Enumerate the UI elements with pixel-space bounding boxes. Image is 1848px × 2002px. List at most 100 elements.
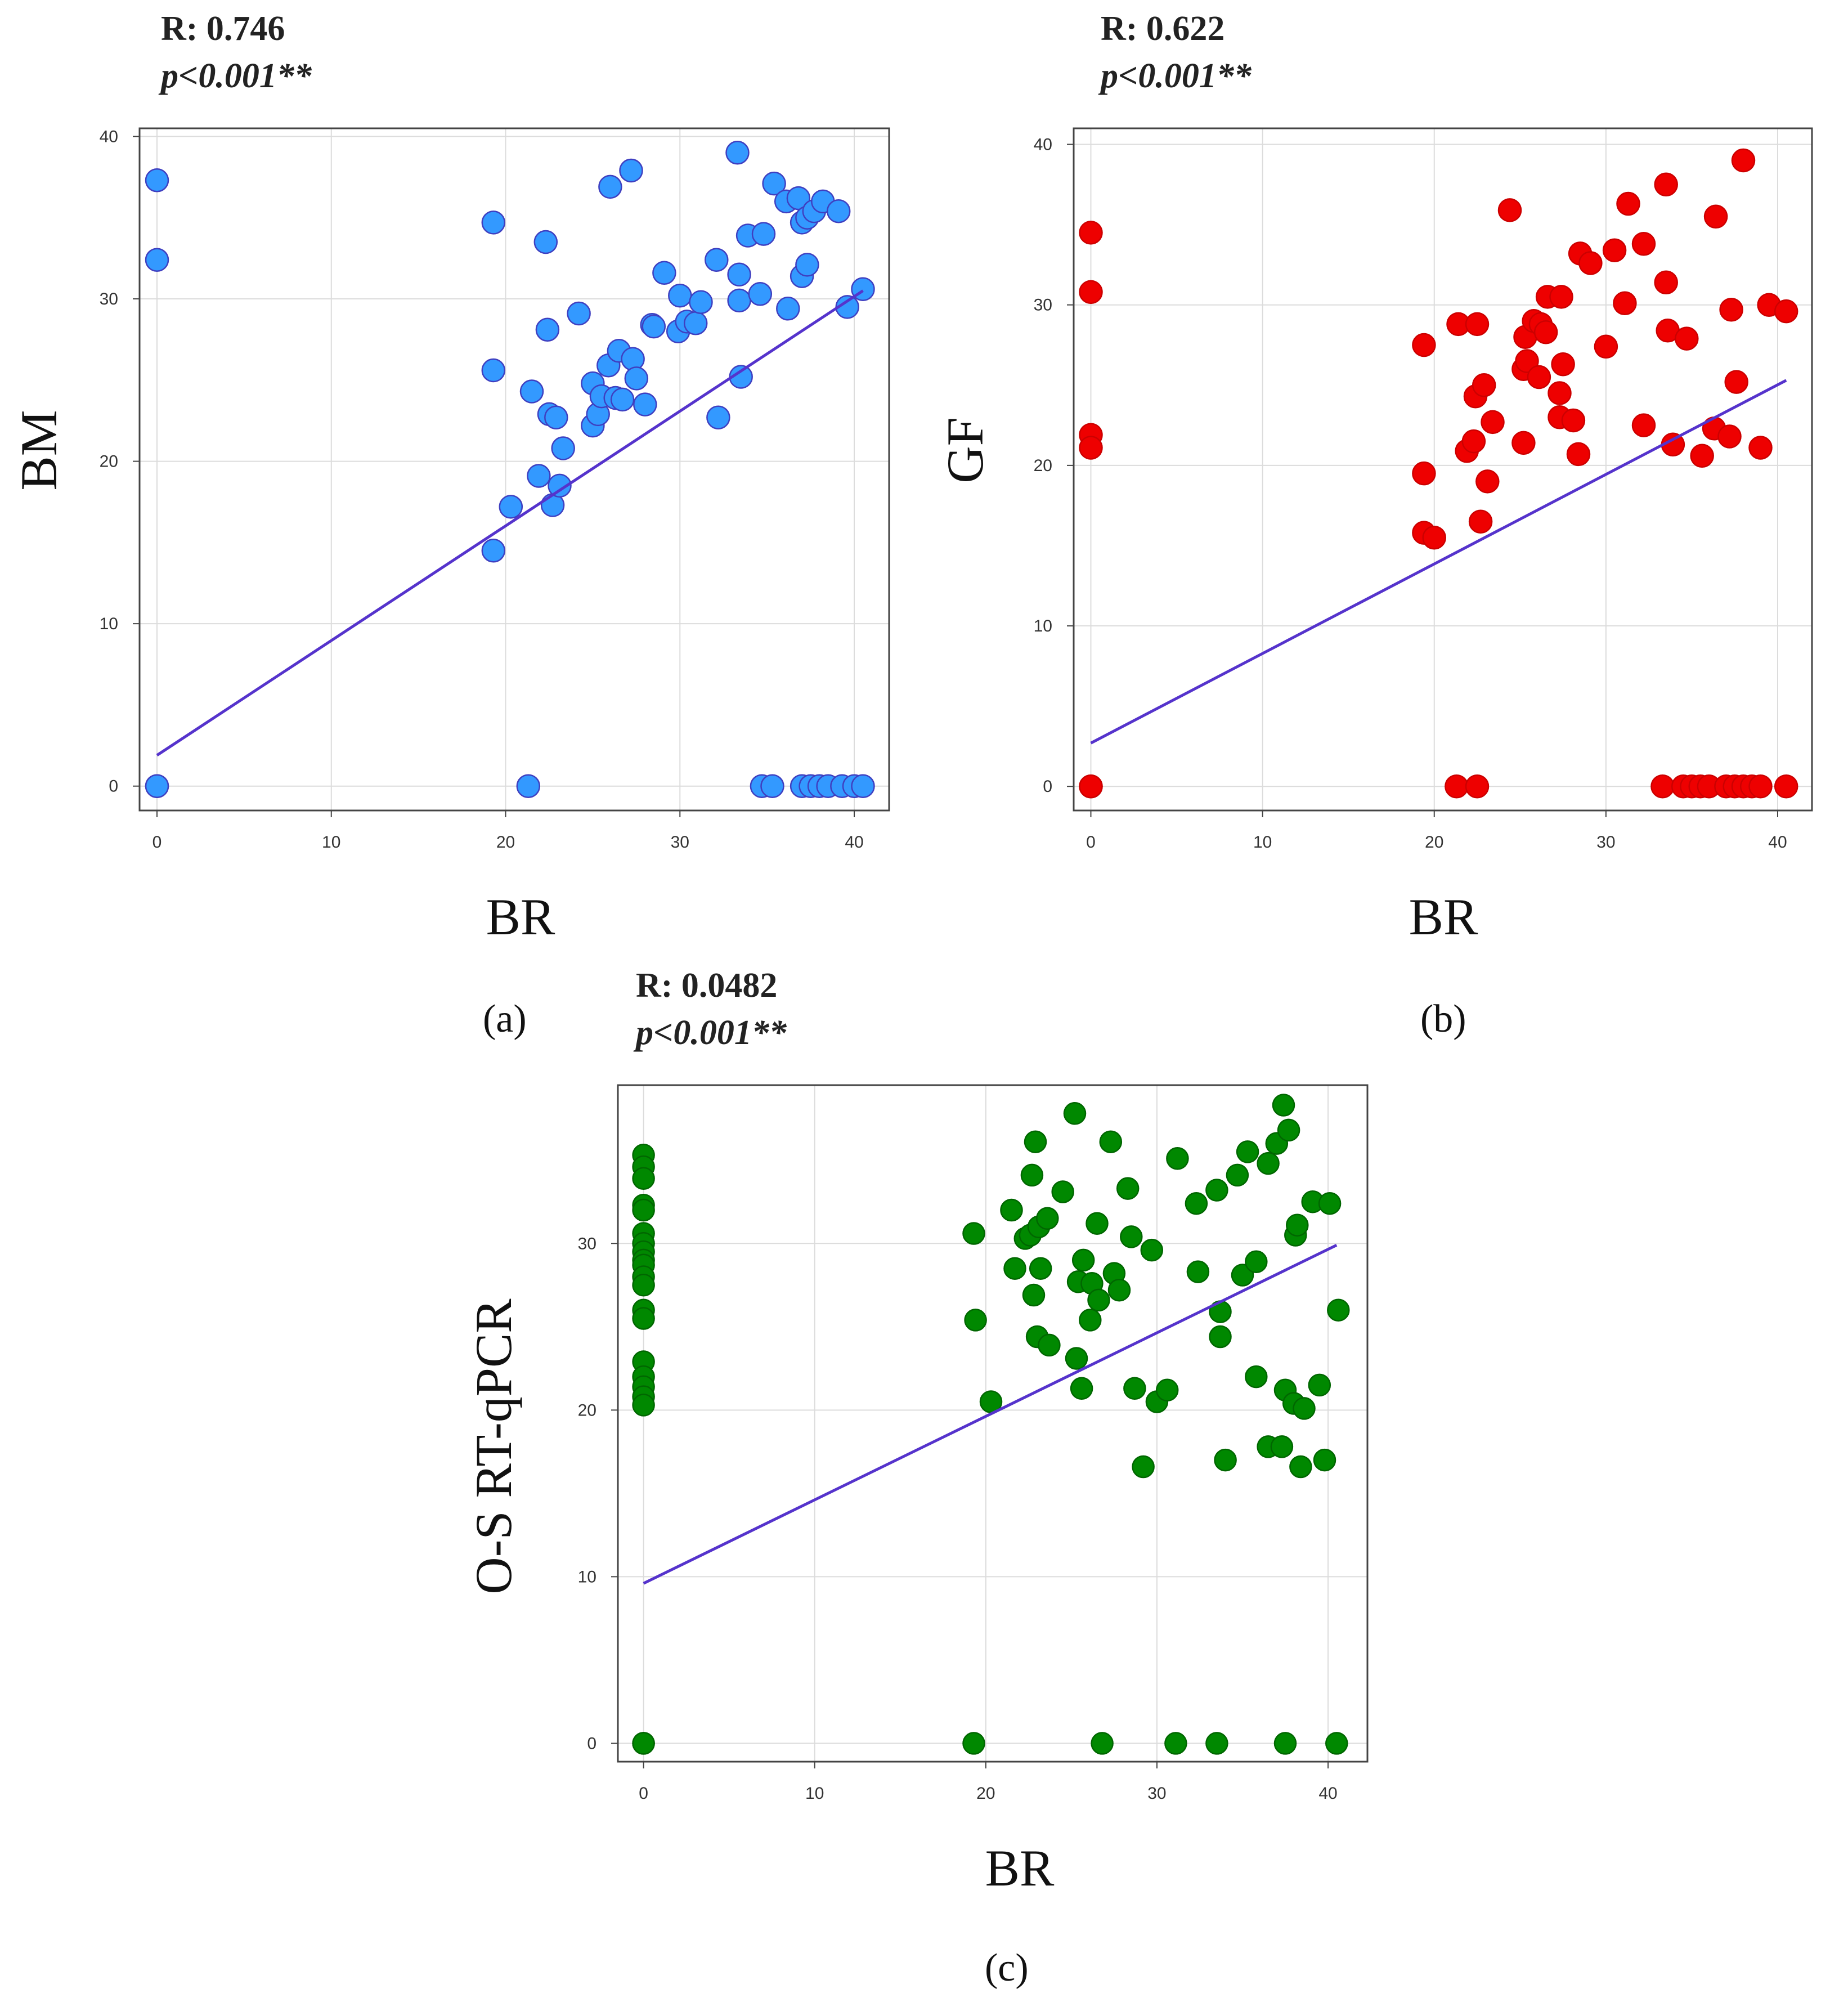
data-point bbox=[1481, 410, 1505, 435]
data-points bbox=[632, 1094, 1350, 1755]
stat-p-b: p<0.001** bbox=[1101, 57, 1252, 95]
data-point bbox=[535, 317, 560, 342]
regression-line bbox=[156, 289, 864, 756]
data-point bbox=[1270, 1435, 1294, 1458]
x-tick-label: 40 bbox=[1768, 833, 1787, 852]
data-point bbox=[1654, 270, 1678, 295]
data-point bbox=[1578, 251, 1603, 275]
data-point bbox=[1412, 461, 1436, 486]
data-point bbox=[632, 1307, 655, 1330]
plot-area bbox=[1074, 128, 1812, 810]
data-point bbox=[1226, 1163, 1249, 1187]
y-tick-label: 0 bbox=[587, 1734, 596, 1753]
panel-b: R: 0.622 p<0.001** 0 10 20 30 40 0 10 20 30 40 BR G… bbox=[923, 0, 1848, 1058]
data-point bbox=[964, 1309, 987, 1332]
data-point bbox=[1272, 1094, 1295, 1117]
data-point bbox=[1257, 1152, 1280, 1175]
data-point bbox=[567, 301, 591, 326]
data-point bbox=[1024, 1130, 1047, 1153]
y-tick-label: 30 bbox=[100, 290, 118, 308]
x-tick-label: 10 bbox=[1253, 833, 1272, 852]
stat-r-a: R: 0.746 bbox=[161, 10, 285, 48]
data-point bbox=[1185, 1192, 1208, 1215]
data-point bbox=[751, 222, 776, 246]
data-point bbox=[633, 392, 657, 416]
data-point bbox=[1079, 280, 1103, 304]
plot-area bbox=[618, 1085, 1367, 1762]
data-point bbox=[1079, 221, 1103, 245]
data-point bbox=[1654, 172, 1678, 197]
data-point bbox=[145, 248, 169, 272]
data-point bbox=[1164, 1732, 1187, 1755]
data-point bbox=[1277, 1118, 1300, 1142]
data-point bbox=[1051, 1180, 1074, 1203]
data-point bbox=[1123, 1377, 1146, 1400]
data-point bbox=[610, 387, 635, 412]
x-tick-label: 20 bbox=[1425, 833, 1443, 852]
data-point bbox=[1511, 431, 1536, 455]
y-tick-label: 20 bbox=[1034, 456, 1052, 475]
y-axis-label: GF bbox=[936, 417, 994, 483]
data-point bbox=[1166, 1147, 1189, 1170]
x-tick-label: 0 bbox=[639, 1784, 648, 1803]
data-point bbox=[1140, 1238, 1164, 1262]
data-point bbox=[1245, 1250, 1268, 1274]
data-point bbox=[1717, 424, 1742, 449]
y-tick-label: 0 bbox=[109, 777, 118, 796]
y-axis-label: O-S RT-qPCR bbox=[465, 1298, 522, 1595]
data-point bbox=[1497, 198, 1522, 222]
data-point bbox=[1527, 365, 1551, 389]
data-point bbox=[1308, 1373, 1331, 1397]
x-axis-label: BR bbox=[1409, 888, 1478, 946]
data-point bbox=[481, 539, 506, 563]
x-tick-label: 10 bbox=[805, 1784, 824, 1803]
data-point bbox=[1602, 238, 1627, 262]
data-point bbox=[1548, 381, 1572, 405]
data-point bbox=[795, 253, 819, 277]
data-point bbox=[632, 1198, 655, 1222]
data-point bbox=[725, 141, 750, 165]
data-point bbox=[621, 347, 645, 371]
data-point bbox=[962, 1732, 985, 1755]
data-point bbox=[1245, 1365, 1268, 1389]
data-point bbox=[1286, 1213, 1309, 1237]
panel-label-b: (b) bbox=[1420, 997, 1466, 1041]
data-point bbox=[1231, 1264, 1254, 1287]
data-point bbox=[642, 314, 666, 339]
data-point bbox=[1070, 1377, 1093, 1400]
data-point bbox=[544, 405, 568, 429]
x-axis-label: BR bbox=[985, 1839, 1055, 1897]
stat-p-c: p<0.001** bbox=[636, 1014, 787, 1052]
plot-frame bbox=[1073, 127, 1813, 812]
data-point bbox=[1205, 1732, 1228, 1755]
data-point bbox=[624, 366, 649, 391]
y-tick-label: 10 bbox=[1034, 617, 1052, 635]
data-point bbox=[551, 436, 575, 460]
data-point bbox=[527, 464, 551, 488]
plot-frame bbox=[617, 1084, 1369, 1763]
stat-r-b: R: 0.622 bbox=[1101, 10, 1225, 48]
data-point bbox=[1616, 191, 1640, 216]
data-point bbox=[632, 1394, 655, 1417]
x-tick-label: 40 bbox=[845, 833, 863, 852]
data-point bbox=[1116, 1177, 1140, 1200]
y-tick-label: 40 bbox=[100, 127, 118, 146]
data-point bbox=[1719, 297, 1743, 322]
data-point bbox=[1079, 1309, 1102, 1332]
data-point bbox=[706, 405, 730, 429]
data-point bbox=[481, 210, 506, 235]
data-point bbox=[1079, 436, 1103, 460]
data-point bbox=[1236, 1140, 1259, 1163]
panel-a: R: 0.746 p<0.001** 0 10 20 30 40 0 10 20 30 40 BR B… bbox=[0, 0, 923, 1058]
data-point bbox=[1325, 1732, 1348, 1755]
data-point bbox=[1475, 469, 1500, 494]
data-point bbox=[1293, 1397, 1316, 1420]
data-point bbox=[1472, 373, 1496, 397]
data-point bbox=[727, 288, 751, 313]
data-point bbox=[145, 774, 169, 798]
x-tick-label: 30 bbox=[1147, 1784, 1166, 1803]
scatter-chart-b: 0 10 20 30 40 0 10 20 30 40 BR GF bbox=[936, 127, 1813, 946]
data-point bbox=[1549, 285, 1573, 309]
data-point bbox=[1533, 320, 1558, 344]
data-point bbox=[1465, 774, 1490, 799]
